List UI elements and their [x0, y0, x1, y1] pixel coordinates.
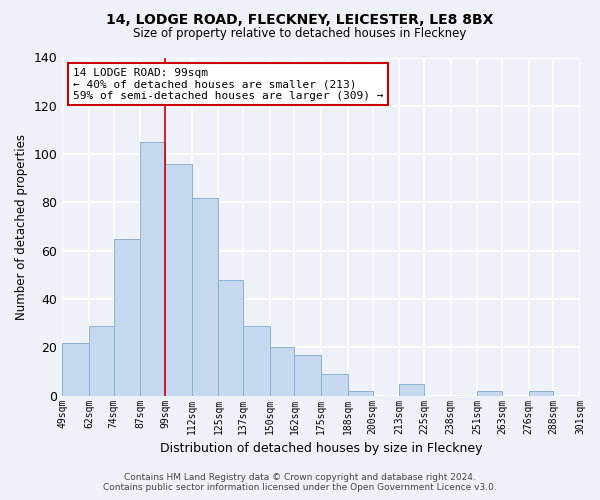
Bar [399, 384, 424, 396]
Bar [243, 326, 270, 396]
Bar [165, 164, 192, 396]
Text: Size of property relative to detached houses in Fleckney: Size of property relative to detached ho… [133, 28, 467, 40]
Text: 14 LODGE ROAD: 99sqm
← 40% of detached houses are smaller (213)
59% of semi-deta: 14 LODGE ROAD: 99sqm ← 40% of detached h… [73, 68, 383, 101]
Text: Contains HM Land Registry data © Crown copyright and database right 2024.
Contai: Contains HM Land Registry data © Crown c… [103, 473, 497, 492]
Bar [477, 391, 502, 396]
Text: 14, LODGE ROAD, FLECKNEY, LEICESTER, LE8 8BX: 14, LODGE ROAD, FLECKNEY, LEICESTER, LE8… [106, 12, 494, 26]
Bar [348, 391, 373, 396]
Bar [270, 348, 295, 396]
Bar [295, 354, 321, 396]
Bar [140, 142, 165, 396]
Bar [89, 326, 113, 396]
Bar [62, 342, 89, 396]
Bar [192, 198, 218, 396]
Bar [113, 238, 140, 396]
Bar [529, 391, 553, 396]
Bar [218, 280, 243, 396]
X-axis label: Distribution of detached houses by size in Fleckney: Distribution of detached houses by size … [160, 442, 482, 455]
Y-axis label: Number of detached properties: Number of detached properties [15, 134, 28, 320]
Bar [321, 374, 348, 396]
